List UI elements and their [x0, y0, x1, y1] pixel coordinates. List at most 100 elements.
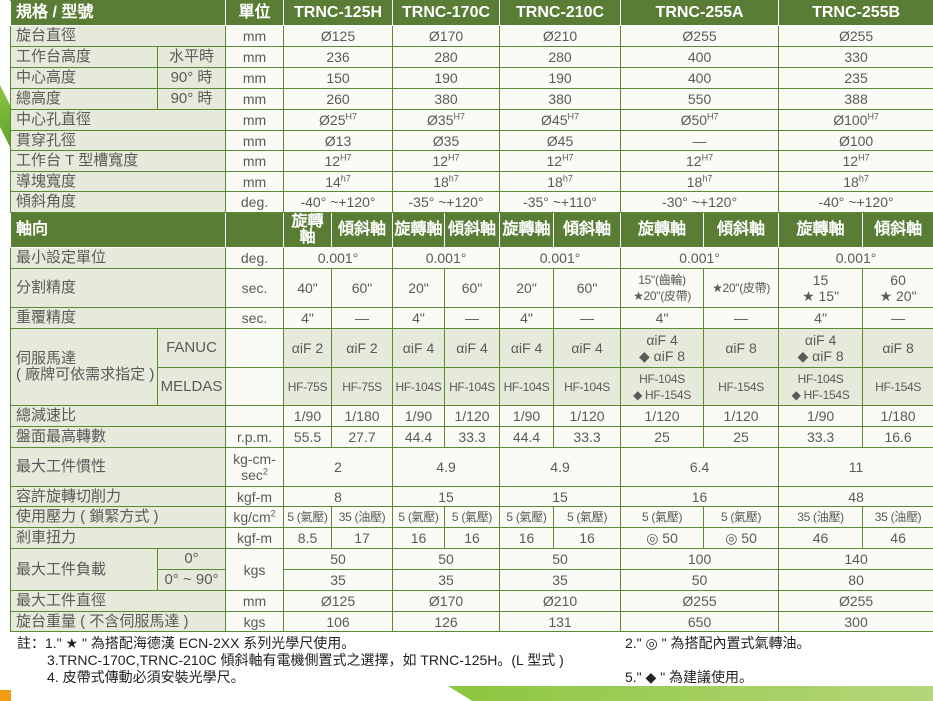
- row-value-text: 50: [438, 551, 454, 567]
- row-unit-text: kgf-m: [237, 488, 272, 505]
- row-value-text: Ø255: [838, 593, 874, 609]
- row-value-text: 33.3: [573, 429, 601, 445]
- row-label-text: 旋台直徑: [16, 27, 77, 44]
- row-label: 使用壓力 ( 鎖緊方式 ): [10, 506, 226, 528]
- row-value-superscript: H7: [562, 152, 574, 163]
- row-value-text: 235: [844, 70, 868, 86]
- row-value: —: [862, 307, 933, 329]
- row-value-text: Ø35: [432, 132, 460, 149]
- row-sublabel: MELDAS: [157, 367, 226, 406]
- row-value: 15 ★ 15": [778, 268, 864, 308]
- row-label: 總減速比: [10, 405, 226, 427]
- row-value-text: Ø125: [320, 593, 356, 609]
- row-value-text: 4": [814, 310, 827, 326]
- row-value-text: 400: [687, 70, 712, 86]
- table-row: 總高度 90° 時 mm 260 380 380 550 388: [10, 88, 933, 110]
- row-unit-text: mm: [242, 112, 267, 128]
- row-value-text: 5 (氣壓): [506, 510, 547, 524]
- row-label: 旋台直徑: [10, 25, 226, 47]
- row-label: 最小設定單位: [10, 247, 226, 269]
- header-model: TRNC-255B: [778, 0, 933, 26]
- row-value: 15"(齒輪) ★20"(皮帶): [620, 268, 705, 308]
- row-value-text: 12: [546, 153, 563, 169]
- row-value-text: HF-75S: [342, 379, 382, 394]
- row-label: 分割精度: [10, 268, 226, 308]
- row-unit: mm: [225, 109, 284, 131]
- table-row: 軸向 旋轉軸 傾斜軸 旋轉軸 傾斜軸 旋轉軸 傾斜軸 旋轉軸 傾斜軸 旋轉軸 傾斜軸: [10, 212, 933, 248]
- row-value-text: 傾斜軸: [563, 221, 612, 238]
- row-unit-text: mm: [242, 70, 267, 86]
- table-row: 伺服馬達 ( 廠牌可依需求指定 ) FANUC αiF 2 αiF 2 αiF 4 αiF…: [10, 328, 933, 406]
- row-value-text: -35° ~+120°: [408, 194, 484, 210]
- row-value-text: 2: [334, 459, 342, 475]
- row-value: 0.001°: [778, 247, 933, 269]
- row-value-text: Ø210: [542, 28, 578, 44]
- row-value: 5 (氣壓): [499, 506, 555, 528]
- row-value-text: 18: [433, 173, 449, 190]
- row-value-text: 380: [434, 91, 458, 107]
- table-row: 最大工件慣性 kg-cm- sec2 2 4.9 4.9 6.4 11: [10, 447, 933, 487]
- row-value: αiF 8: [703, 328, 780, 368]
- row-value-text: αiF 4: [571, 340, 603, 356]
- row-value: 16: [620, 486, 780, 507]
- row-value-text: 0.001°: [539, 250, 581, 266]
- row-value-text: —: [692, 132, 707, 149]
- row-value: 12H7: [392, 150, 501, 172]
- row-value: Ø45: [499, 130, 622, 151]
- row-value-text: 140: [844, 551, 868, 567]
- row-value: 1/120: [553, 405, 622, 427]
- row-label: 貫穿孔徑: [10, 130, 226, 151]
- row-value: αiF 4 ◆ αiF 8: [620, 328, 705, 368]
- row-value-text: 5 (氣壓): [398, 510, 439, 524]
- row-unit: mm: [225, 171, 284, 192]
- row-value: HF-154S: [862, 367, 933, 406]
- row-value-text: HF-75S: [287, 379, 328, 394]
- row-value-text: 60": [461, 280, 483, 296]
- row-value-text: 1/120: [723, 408, 759, 424]
- row-value-superscript: H7: [453, 111, 466, 122]
- row-sublabel-text: FANUC: [166, 339, 217, 356]
- row-value: 1/180: [330, 405, 394, 427]
- row-value: 18h7: [392, 171, 501, 192]
- row-value-text: 150: [326, 70, 350, 86]
- row-unit-text: mm: [242, 91, 267, 107]
- header-model: TRNC-255A: [620, 0, 780, 26]
- row-value-superscript: H7: [707, 111, 719, 122]
- table-row: 使用壓力 ( 鎖緊方式 ) kg/cm2 5 (氣壓) 35 (油壓) 5 (氣壓) 5 …: [10, 506, 933, 528]
- row-value: 0.001°: [282, 247, 394, 269]
- row-value: HF-104S: [553, 367, 622, 406]
- row-value-text: 0.001°: [317, 250, 359, 266]
- row-value: 48: [778, 486, 933, 507]
- row-value-text: 傾斜軸: [448, 221, 497, 238]
- row-label-text: 使用壓力 ( 鎖緊方式 ): [16, 508, 159, 525]
- row-value-text: αiF 4 ◆ αiF 8: [797, 332, 844, 364]
- row-value: 12H7: [282, 150, 394, 172]
- note-4: 4. 皮帶式傳動必須安裝光學尺。: [47, 669, 245, 685]
- row-label: 剎車扭力: [10, 527, 226, 549]
- row-value-text: 46: [890, 530, 906, 546]
- row-value: 50: [620, 569, 780, 591]
- row-value: HF-104S: [444, 367, 501, 406]
- row-value-text: HF-104S: [503, 379, 550, 394]
- row-unit-superscript: 2: [262, 466, 268, 477]
- row-value-text: Ø50: [680, 112, 708, 128]
- row-value: 650: [620, 611, 780, 632]
- row-sublabel-text: 90° 時: [170, 69, 213, 86]
- row-value-text: 17: [354, 530, 370, 546]
- row-value: αiF 2: [330, 328, 394, 368]
- row-value: αiF 4: [444, 328, 501, 368]
- table-row: 最小設定單位 deg. 0.001° 0.001° 0.001° 0.001° 0.001°: [10, 247, 933, 269]
- row-value: 35: [499, 569, 622, 591]
- header-spec-label-text: 規格 / 型號: [16, 4, 94, 21]
- row-value-text: 5 (氣壓): [720, 510, 762, 524]
- row-value: 235: [778, 67, 933, 89]
- row-sublabel: 水平時: [157, 46, 226, 68]
- header-model: TRNC-210C: [499, 0, 622, 26]
- header-unit-text: 單位: [238, 4, 271, 21]
- row-value: 550: [620, 88, 780, 110]
- row-value: 27.7: [330, 426, 394, 448]
- row-unit: kg-cm- sec2: [225, 447, 284, 487]
- row-label: 工作台高度: [10, 46, 158, 68]
- row-value-text: —: [355, 310, 369, 326]
- row-value-text: 330: [844, 49, 868, 65]
